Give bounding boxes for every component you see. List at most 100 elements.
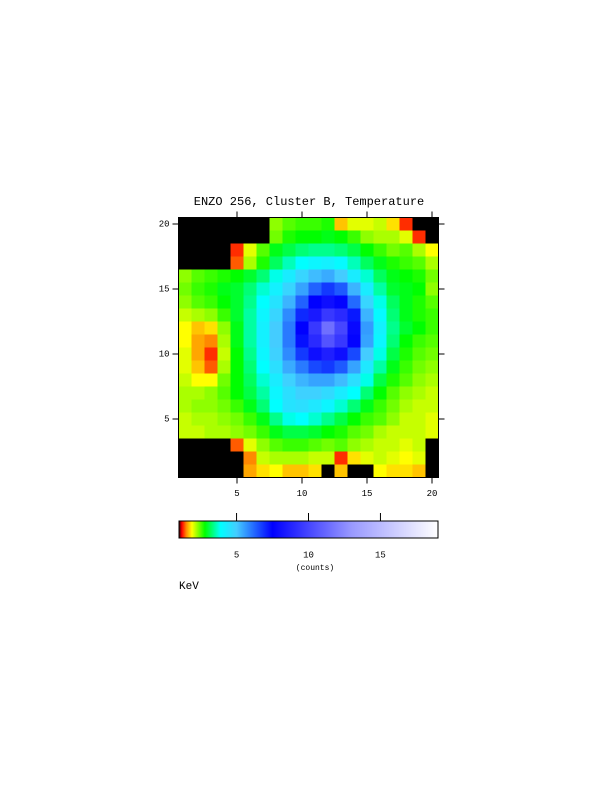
heat-cell	[243, 282, 257, 296]
heat-cell	[425, 256, 439, 270]
heat-cell	[334, 464, 348, 478]
heat-cell	[334, 295, 348, 309]
heat-cell	[282, 334, 296, 348]
heat-cell	[360, 412, 374, 426]
heat-cell	[178, 347, 192, 361]
heat-cell	[204, 308, 218, 322]
heat-cell	[334, 230, 348, 244]
heat-cell	[386, 282, 400, 296]
heat-cell	[282, 451, 296, 465]
heat-cell	[412, 373, 426, 387]
heat-cell	[308, 425, 322, 439]
heat-cell	[204, 399, 218, 413]
no-data-cell	[204, 256, 218, 270]
heat-cell	[321, 386, 335, 400]
no-data-cell	[412, 217, 426, 231]
heat-cell	[256, 425, 270, 439]
heat-cell	[412, 230, 426, 244]
heat-cell	[256, 373, 270, 387]
heat-cell	[191, 295, 205, 309]
heat-cell	[204, 386, 218, 400]
heat-cell	[295, 243, 309, 257]
heat-cell	[399, 373, 413, 387]
heat-cell	[295, 464, 309, 478]
x-tick-label: 10	[297, 489, 308, 499]
colorbar-tick-label: 5	[234, 550, 239, 560]
heat-cell	[373, 412, 387, 426]
heat-cell	[373, 243, 387, 257]
heat-cell	[191, 360, 205, 374]
heat-cell	[256, 308, 270, 322]
heat-cell	[217, 295, 231, 309]
heat-cell	[191, 334, 205, 348]
no-data-cell	[243, 217, 257, 231]
heat-cell	[230, 347, 244, 361]
heat-cell	[334, 243, 348, 257]
heat-cell	[412, 282, 426, 296]
heat-cell	[386, 334, 400, 348]
heat-cell	[230, 425, 244, 439]
heat-cell	[243, 347, 257, 361]
heat-cell	[321, 399, 335, 413]
heat-cell	[178, 321, 192, 335]
no-data-cell	[178, 451, 192, 465]
heat-cell	[269, 217, 283, 231]
heat-cell	[295, 451, 309, 465]
heat-cell	[256, 386, 270, 400]
heat-cell	[308, 269, 322, 283]
heat-cell	[360, 373, 374, 387]
heat-cell	[308, 412, 322, 426]
heat-cell	[308, 386, 322, 400]
x-tick-label: 20	[427, 489, 438, 499]
heat-cell	[347, 230, 361, 244]
heat-cell	[282, 217, 296, 231]
heat-cell	[360, 308, 374, 322]
heat-cell	[282, 373, 296, 387]
heat-cell	[217, 373, 231, 387]
heat-cell	[256, 438, 270, 452]
heat-cell	[399, 360, 413, 374]
heat-cell	[347, 360, 361, 374]
heat-cell	[308, 282, 322, 296]
heat-cell	[386, 321, 400, 335]
heat-cell	[425, 360, 439, 374]
heat-cell	[334, 451, 348, 465]
heat-cell	[373, 451, 387, 465]
no-data-cell	[230, 464, 244, 478]
heat-cell	[373, 386, 387, 400]
heat-cell	[321, 451, 335, 465]
heat-cell	[191, 269, 205, 283]
heat-cell	[321, 256, 335, 270]
heat-cell	[412, 412, 426, 426]
chart-title: ENZO 256, Cluster B, Temperature	[194, 195, 424, 209]
heat-cell	[399, 269, 413, 283]
no-data-cell	[230, 217, 244, 231]
heat-cell	[178, 334, 192, 348]
heat-cell	[334, 217, 348, 231]
heat-cell	[412, 360, 426, 374]
heat-cell	[399, 386, 413, 400]
heat-cell	[373, 308, 387, 322]
heat-cell	[256, 243, 270, 257]
heat-cell	[321, 295, 335, 309]
heat-cell	[373, 425, 387, 439]
heat-cell	[347, 347, 361, 361]
heat-cell	[321, 438, 335, 452]
y-tick-label: 5	[164, 414, 169, 424]
no-data-cell	[191, 451, 205, 465]
heat-cell	[347, 438, 361, 452]
heat-cell	[282, 321, 296, 335]
heat-cell	[256, 282, 270, 296]
heat-cell	[334, 282, 348, 296]
heat-cell	[386, 412, 400, 426]
heat-cell	[269, 308, 283, 322]
heat-cell	[243, 386, 257, 400]
heat-cell	[373, 399, 387, 413]
heat-cell	[412, 256, 426, 270]
no-data-cell	[191, 438, 205, 452]
heat-cell	[191, 282, 205, 296]
heat-cell	[191, 347, 205, 361]
no-data-cell	[217, 438, 231, 452]
